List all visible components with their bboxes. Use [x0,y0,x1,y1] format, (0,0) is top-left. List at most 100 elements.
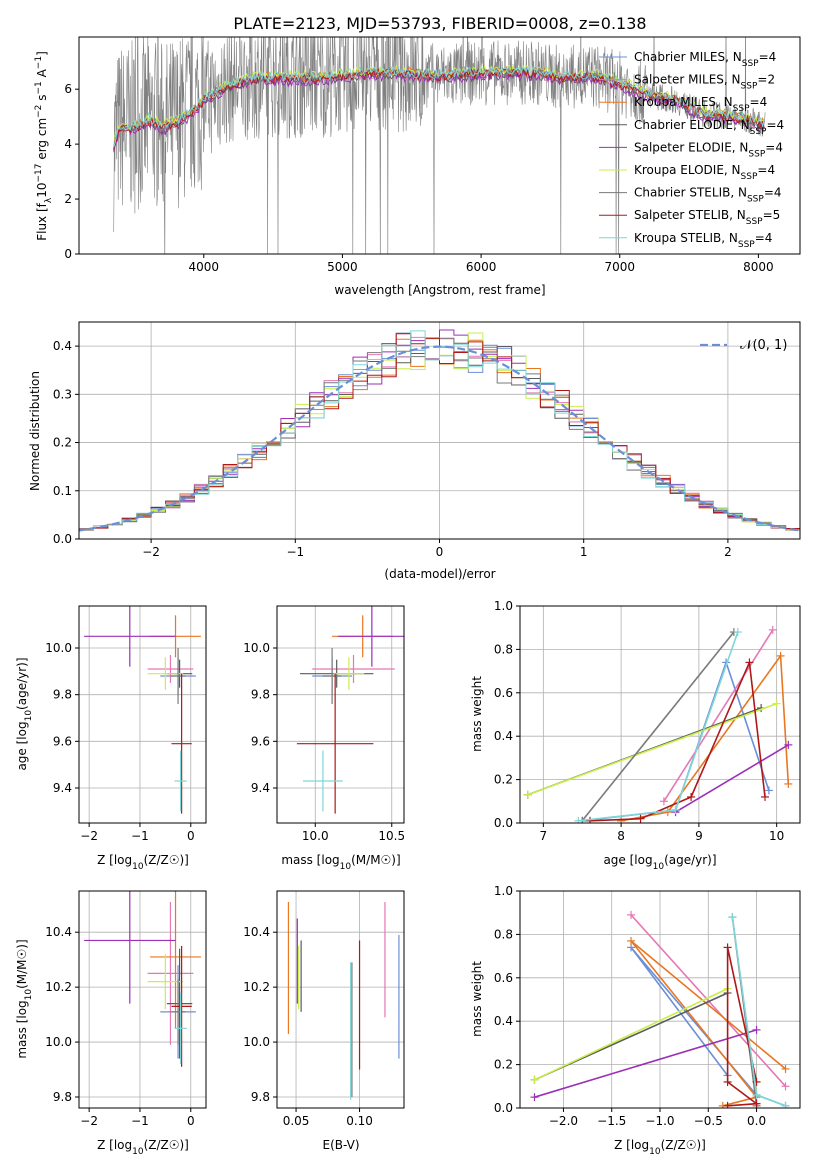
legend-entry: Chabrier STELIB, NSSP=4 [634,186,782,205]
tick-label-x: −2 [142,545,160,559]
label-part: 10 [24,710,34,722]
label-part: (Z/Z☉)] [144,853,189,867]
ssp-line [582,659,770,822]
tick-label-x: −1.5 [597,1114,626,1128]
label-part: Kroupa ELODIE, N [634,163,741,177]
tick-label-y: 1.0 [494,599,513,613]
frame: 7 8 9 10 0.0 0.2 0.4 0.6 0.8 1.0 [494,599,801,843]
label-part: =4 [765,140,783,154]
x-axis-label: wavelength [Angstrom, rest frame] [334,283,545,297]
tick-label-x: −1 [131,1114,149,1128]
tick-label-x: 9 [695,829,703,843]
frame: 0.05 0.10 9.8 10.0 10.2 10.4 [243,890,405,1128]
tick-label-x: 10 [769,829,784,843]
axes-massweight_vs_Z: −2.0 −1.5 −1.0 −0.5 0.0 0.0 0.2 0.4 0.6 0.8 1.0 [494,884,801,1128]
x-axis-label: Z [log10(Z/Z☉)] [614,1138,706,1157]
label-part: SSP [748,149,765,159]
label-part: −17 [34,164,44,183]
label-part: mass [log [15,1000,29,1058]
tick-label-y: 0.4 [494,1014,513,1028]
label-part: =5 [763,208,781,222]
residual-histogram [79,330,800,533]
tick-label-x: 0.10 [346,1114,373,1128]
label-part: SSP [750,127,767,137]
frame: −2 −1 0 9.4 9.6 9.8 10.0 [45,605,207,843]
label-part: Salpeter MILES, N [634,73,741,87]
label-part: Kroupa STELIB, N [634,231,738,245]
tick-label-x: −1 [131,829,149,843]
y-axis-label: mass [log10(M/M☉)] [15,939,34,1058]
label-part: Kroupa MILES, N [634,95,733,109]
tick-label-y: 4 [64,137,72,151]
tick-label-y: 10.0 [243,1035,270,1049]
legend-entry: 𝒩(0, 1) [740,338,787,353]
normal-curve [79,345,800,532]
tick-label-y: 0.3 [53,387,72,401]
label-part: Chabrier ELODIE, N [634,118,750,132]
figure-title: PLATE=2123, MJD=53793, FIBERID=0008, z=0… [233,14,646,33]
frame: −2.0 −1.5 −1.0 −0.5 0.0 0.0 0.2 0.4 0.6 0.8 1.0 [494,884,801,1128]
label-part: mass [log [281,853,339,867]
legend-entry: Kroupa ELODIE, NSSP=4 [634,163,775,182]
label-part: SSP [733,104,750,114]
tick-label-x: 0.0 [747,1114,766,1128]
label-part: −1 [34,81,44,94]
ssp-line [663,629,774,802]
tick-label-y: 10.0 [45,1035,72,1049]
ssp-line [534,987,728,1081]
label-part: A [35,68,49,81]
ssp-line [534,1029,757,1098]
x-axis-label: E(B-V) [322,1138,359,1152]
tick-label-y: 9.6 [251,734,270,748]
label-part: =4 [766,118,784,132]
label-part: (Z/Z☉)] [661,1138,706,1152]
label-part: SSP [741,172,758,182]
label-part: age [log [15,721,29,770]
legend-entry: Chabrier MILES, NSSP=4 [634,50,776,69]
tick-label-y: 0.8 [494,642,513,656]
label-part: SSP [746,217,763,227]
tick-label-y: 10.2 [45,980,72,994]
model-spectrum-line [113,69,765,153]
label-part: Z [log [614,1138,649,1152]
label-part: SSP [747,195,764,205]
label-part: 10 [35,183,49,198]
label-part: Chabrier MILES, N [634,50,742,64]
label-part: ] [35,51,49,56]
tick-label-y: 9.8 [251,1090,270,1104]
plot-area [523,625,793,823]
axes-age_vs_Z: −2 −1 0 9.4 9.6 9.8 10.0 [45,605,207,843]
legend-entry: Kroupa STELIB, NSSP=4 [634,231,772,250]
label-part: age [log [603,853,652,867]
ssp-line [527,702,777,796]
ssp-line [630,914,787,1087]
tick-label-x: 5000 [327,260,358,274]
tick-label-x: 8 [617,829,625,843]
label-part: =4 [759,50,777,64]
ssp-line [581,631,735,822]
tick-label-x: 0 [187,1114,195,1128]
label-part: −2 [34,105,44,118]
legend-entry: Salpeter STELIB, NSSP=5 [634,208,780,227]
ssp-line [589,659,766,822]
axes-frame [276,605,405,824]
tick-label-x: 4000 [189,260,220,274]
axes-frame [78,36,801,255]
tick-label-y: 0.8 [494,927,513,941]
legend-entry: Kroupa MILES, NSSP=4 [634,95,767,114]
tick-label-y: 0.0 [494,1101,513,1115]
tick-label-y: 0.2 [494,773,513,787]
tick-label-y: 9.8 [251,688,270,702]
frame: 4000 5000 6000 7000 8000 0 2 4 6 Chabrier MILES, … [64,36,801,274]
label-part: Chabrier STELIB, N [634,186,747,200]
x-axis-label: (data-model)/error [384,567,495,581]
label-part: Salpeter ELODIE, N [634,140,748,154]
label-part: Z [log [97,853,132,867]
label-part: (M/M☉)] [351,853,401,867]
tick-label-x: 0.05 [283,1114,310,1128]
y-axis-label: mass weight [470,961,484,1037]
label-part: =4 [757,163,775,177]
plot-area [296,606,404,814]
tick-label-x: 8000 [743,260,774,274]
